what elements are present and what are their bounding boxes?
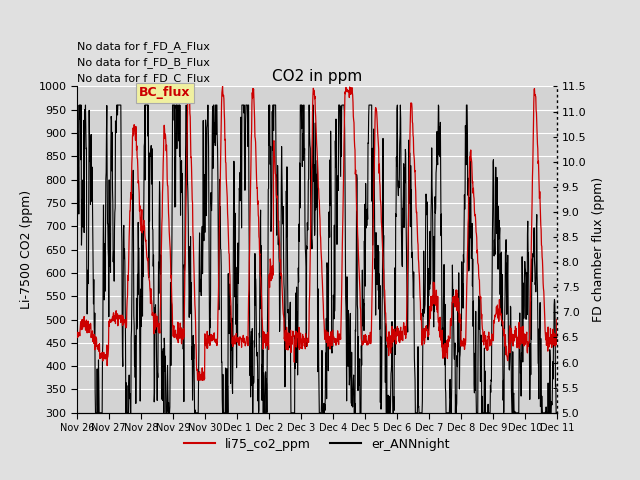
Legend: li75_co2_ppm, er_ANNnight: li75_co2_ppm, er_ANNnight — [179, 432, 454, 456]
Y-axis label: Li-7500 CO2 (ppm): Li-7500 CO2 (ppm) — [20, 190, 33, 309]
Text: No data for f_FD_C_Flux: No data for f_FD_C_Flux — [77, 73, 210, 84]
Title: CO2 in ppm: CO2 in ppm — [271, 69, 362, 84]
Text: No data for f_FD_B_Flux: No data for f_FD_B_Flux — [77, 57, 210, 68]
Text: BC_flux: BC_flux — [140, 86, 191, 99]
Y-axis label: FD chamber flux (ppm): FD chamber flux (ppm) — [592, 177, 605, 322]
Text: No data for f_FD_A_Flux: No data for f_FD_A_Flux — [77, 41, 210, 52]
